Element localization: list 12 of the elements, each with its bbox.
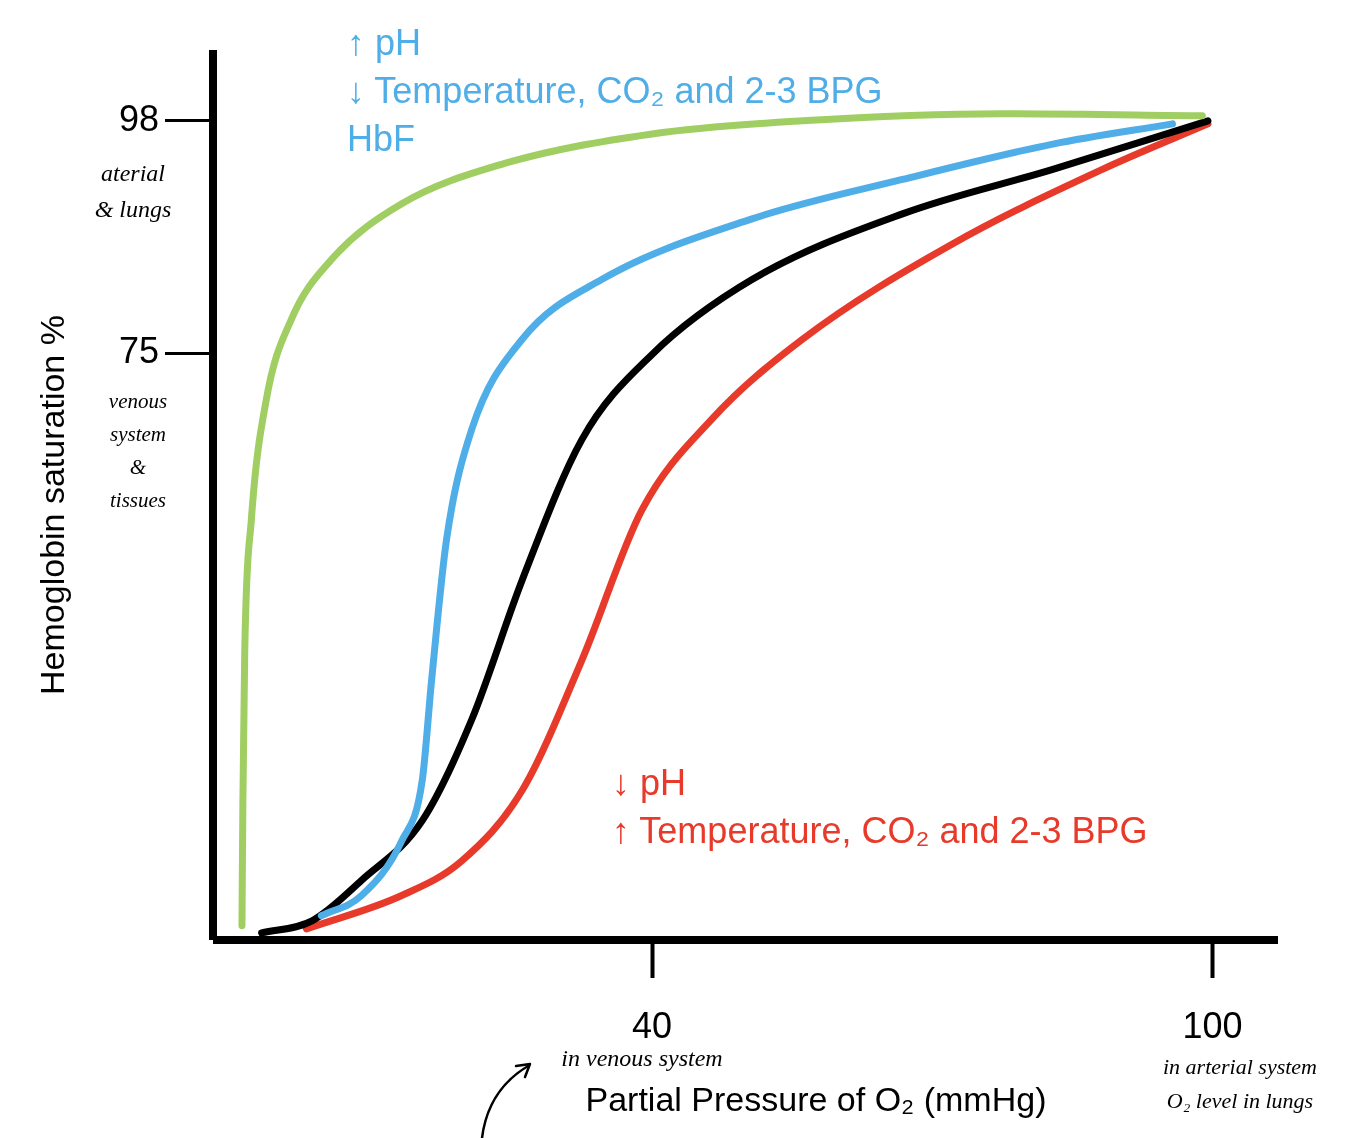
x-axis-title: Partial Pressure of O₂ (mmHg) <box>585 1080 1047 1119</box>
text: aterial & lungs <box>94 160 172 223</box>
y-tick-label: 75 <box>118 330 159 372</box>
text: in venous system <box>561 1045 723 1072</box>
x-tick-label: 40 <box>632 1004 673 1046</box>
annotation: ↓ pH ↑ Temperature, CO₂ and 2-3 BPG <box>612 761 1148 851</box>
y-axis-title: Hemoglobin saturation % <box>33 315 72 695</box>
annotation: ↑ pH ↓ Temperature, CO₂ and 2-3 BPG HbF <box>347 21 883 159</box>
text: in arterial system O₂ level in lungs <box>1163 1053 1317 1113</box>
text: venous system & tissues <box>108 388 168 512</box>
y-tick-label: 98 <box>118 97 159 139</box>
x-tick-label: 100 <box>1182 1004 1243 1046</box>
